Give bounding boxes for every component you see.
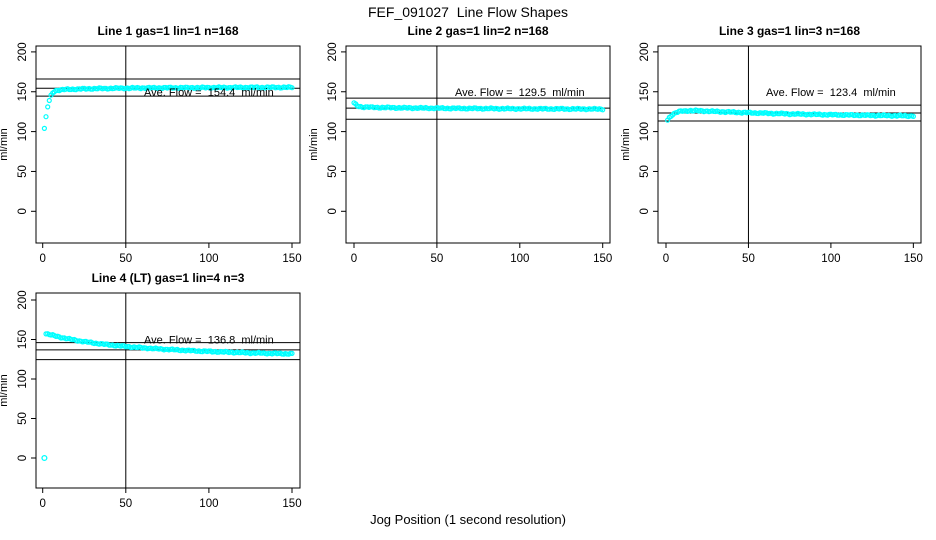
- y-tick-label: 50: [639, 165, 651, 178]
- x-tick-label: 50: [119, 253, 132, 265]
- x-tick-label: 150: [904, 253, 923, 265]
- panel-4-title: Line 4 (LT) gas=1 lin=4 n=3: [91, 271, 245, 285]
- y-tick-label: 0: [327, 208, 339, 214]
- x-tick-label: 100: [199, 253, 218, 265]
- y-tick-label: 200: [639, 42, 651, 61]
- x-tick-label: 0: [351, 253, 357, 265]
- ave-flow-label: Ave. Flow = 129.5 ml/min: [455, 87, 585, 99]
- panel-line-3: 0 50 100 150 0 50 100 150 200 ml/min Ave. Flow = 1…: [620, 42, 923, 265]
- x-axis-label: Jog Position (1 second resolution): [370, 512, 566, 527]
- data-points: [41, 84, 295, 131]
- plot-box: [345, 45, 611, 244]
- x-tick-label: 0: [663, 253, 669, 265]
- x-tick-label: 0: [39, 253, 45, 265]
- x-tick-label: 100: [510, 253, 529, 265]
- y-tick-label: 200: [327, 42, 339, 61]
- x-tick-label: 150: [282, 253, 301, 265]
- y-tick-label: 100: [17, 122, 29, 141]
- y-tick-label: 50: [17, 165, 29, 178]
- y-tick-label: 50: [327, 165, 339, 178]
- y-tick-label: 50: [17, 412, 29, 425]
- panel-line-2: 0 50 100 150 0 50 100 150 200 ml/min Ave. Flow = 1…: [308, 42, 612, 265]
- data-points: [41, 331, 295, 462]
- x-tick-label: 100: [821, 253, 840, 265]
- y-axis-label: ml/min: [0, 128, 10, 160]
- ave-flow-label: Ave. Flow = 136.8 ml/min: [144, 335, 274, 347]
- y-axis-label: ml/min: [308, 128, 320, 160]
- y-tick-label: 200: [17, 290, 29, 309]
- y-axis-label: ml/min: [620, 128, 632, 160]
- x-tick-label: 150: [593, 253, 612, 265]
- plot-box: [657, 45, 922, 244]
- ave-flow-label: Ave. Flow = 123.4 ml/min: [766, 87, 896, 99]
- y-tick-label: 0: [639, 208, 651, 214]
- x-tick-label: 100: [199, 498, 218, 510]
- panel-2-title: Line 2 gas=1 lin=2 n=168: [407, 24, 549, 38]
- y-tick-label: 100: [327, 122, 339, 141]
- y-tick-label: 100: [17, 369, 29, 388]
- outlier-point: [41, 454, 48, 462]
- y-tick-label: 150: [327, 82, 339, 101]
- x-tick-label: 50: [742, 253, 755, 265]
- x-tick-label: 0: [39, 498, 45, 510]
- panel-line-4: 0 50 100 150 0 50 100 150 200 ml/min Ave. Flow = 1…: [0, 290, 302, 510]
- x-tick-label: 50: [431, 253, 444, 265]
- x-tick-label: 50: [119, 498, 132, 510]
- y-tick-label: 0: [17, 208, 29, 214]
- plot-box: [35, 292, 301, 489]
- y-tick-label: 150: [17, 330, 29, 349]
- data-points: [351, 100, 606, 113]
- y-tick-label: 0: [17, 455, 29, 461]
- data-points: [664, 107, 917, 123]
- panel-line-1: 0 50 100 150 0 50 100 150 200 ml/min Ave. Flow = 1…: [0, 42, 302, 265]
- y-tick-label: 100: [639, 122, 651, 141]
- y-tick-label: 150: [17, 82, 29, 101]
- panel-3-title: Line 3 gas=1 lin=3 n=168: [718, 24, 861, 38]
- panel-1-title: Line 1 gas=1 lin=1 n=168: [97, 24, 239, 38]
- figure-title: FEF_091027 Line Flow Shapes: [367, 4, 568, 20]
- plot-box: [35, 45, 301, 244]
- y-tick-label: 200: [17, 42, 29, 61]
- x-tick-label: 150: [282, 498, 301, 510]
- y-tick-label: 150: [639, 82, 651, 101]
- ave-flow-label: Ave. Flow = 154.4 ml/min: [144, 87, 274, 99]
- y-axis-label: ml/min: [0, 374, 10, 406]
